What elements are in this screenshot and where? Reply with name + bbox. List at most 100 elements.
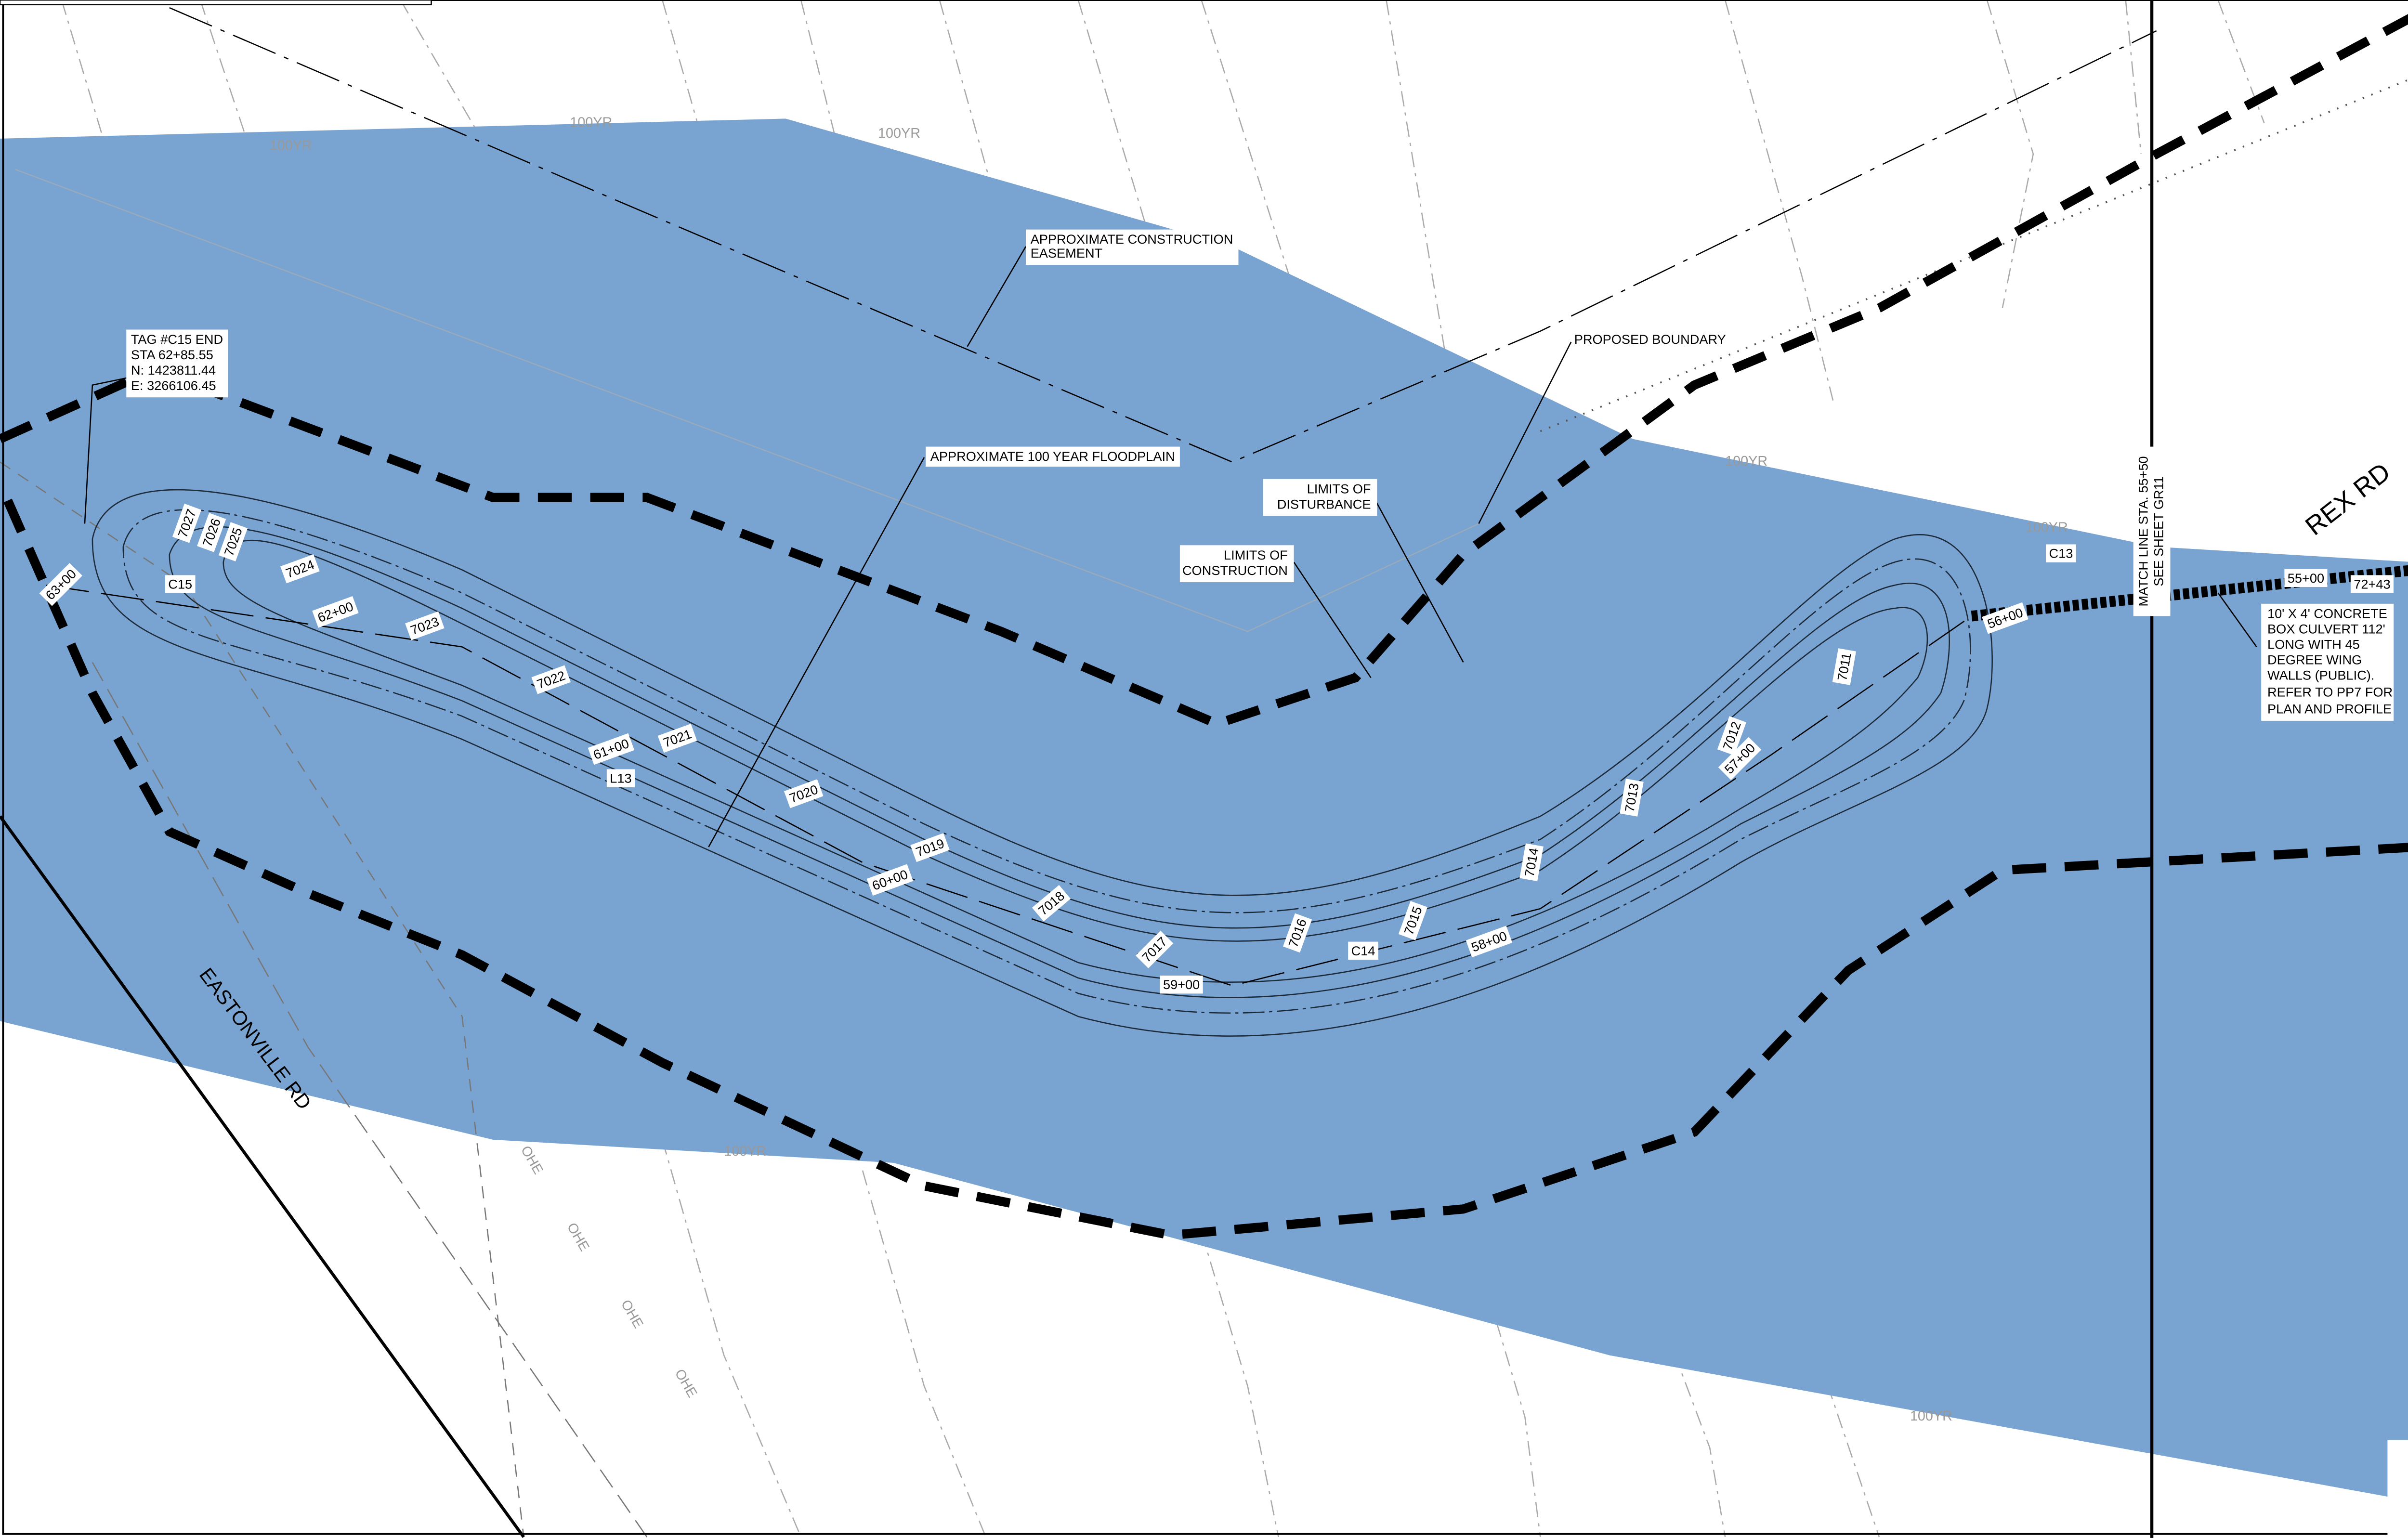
parcel-line	[15, 169, 1479, 632]
label-box	[197, 513, 226, 552]
callout-text: N: 1423811.44	[131, 363, 216, 378]
tag-label: C15	[168, 577, 192, 592]
label-box	[1032, 885, 1071, 922]
tag-label-group: C13	[2046, 544, 2076, 562]
label-box	[312, 596, 359, 628]
label-box	[606, 769, 635, 787]
station-label-group: 59+00	[1160, 975, 1203, 994]
culvert	[1971, 565, 2408, 622]
leaders	[84, 246, 2257, 847]
tag-label: L13	[610, 771, 631, 786]
label-box	[1466, 925, 1513, 958]
callout-text: REFER TO PP7 FOR	[2267, 685, 2393, 700]
corner-block	[2387, 1440, 2408, 1538]
utility-line	[0, 461, 524, 1538]
label-box	[910, 833, 950, 862]
label-box	[126, 329, 228, 398]
label-box	[1718, 737, 1762, 780]
label-box	[1620, 779, 1644, 817]
contour-label-group: 7011	[1832, 648, 1856, 685]
callout-text: STA 62+85.55	[131, 347, 213, 362]
contour-label-group: 7014	[1519, 843, 1544, 882]
tag-label: C14	[1351, 943, 1375, 958]
floodplain-label: 100YR	[570, 115, 612, 130]
callout-limits-disturbance: LIMITS OF DISTURBANCE	[1263, 479, 1377, 516]
label-box	[1519, 843, 1544, 882]
callout-text: WALLS (PUBLIC).	[2267, 667, 2374, 682]
label-box	[172, 503, 202, 543]
station-label-group: 55+00	[2284, 569, 2328, 587]
limits-of-disturbance	[0, 14, 2408, 729]
label-box	[405, 611, 445, 640]
label-box	[657, 724, 697, 753]
callout-match-line: MATCH LINE STA. 55+50 SEE SHEET GR11	[2133, 446, 2171, 616]
callout-text: APPROXIMATE 100 YEAR FLOODPLAIN	[930, 449, 1175, 464]
label-box	[1982, 602, 2028, 634]
callout-proposed-boundary: PROPOSED BOUNDARY	[1574, 332, 1726, 347]
callout-floodplain: APPROXIMATE 100 YEAR FLOODPLAIN	[926, 446, 1180, 467]
limits-of-disturbance	[3, 498, 2408, 1240]
tag-label-group: C14	[1348, 941, 1378, 960]
callout-text: PROPOSED BOUNDARY	[1574, 332, 1726, 347]
label-box	[1026, 229, 1239, 265]
callout-text: APPROXIMATE CONSTRUCTION	[1031, 232, 1233, 247]
callout-text: CONSTRUCTION	[1182, 563, 1288, 578]
label-box	[2261, 603, 2394, 721]
tag-label-group: L13	[606, 769, 635, 787]
callout-text: DISTURBANCE	[1277, 496, 1371, 511]
station-label: 59+00	[1163, 977, 1200, 992]
tag-label: C13	[2049, 546, 2073, 561]
label-box	[1398, 901, 1428, 940]
label-box	[784, 779, 824, 808]
callout-text: EASEMENT	[1031, 246, 1102, 261]
callout-text: PLAN AND PROFILE	[2267, 702, 2392, 717]
floodplain-area	[0, 118, 2408, 1500]
callout-text: DEGREE WING	[2267, 652, 2362, 667]
callout-text: SEE SHEET GR11	[2151, 476, 2166, 587]
contour-label-group: 7013	[1620, 779, 1644, 817]
callout-text: BOX CULVERT 112'	[2267, 621, 2385, 636]
label-box	[588, 733, 635, 765]
callout-text: LONG WITH 45	[2267, 637, 2360, 652]
callout-text: MATCH LINE STA. 55+50	[2135, 456, 2150, 606]
floodplain-label: 100YR	[1725, 454, 1767, 469]
centerline	[46, 585, 1972, 987]
floodplain-label: 100YR	[1910, 1408, 1952, 1424]
station-label-group: 72+43	[2350, 575, 2394, 593]
label-box	[1160, 975, 1203, 994]
callout-text: TAG #C15 END	[131, 332, 223, 347]
label-box	[866, 864, 914, 896]
callout-text: 10' X 4' CONCRETE	[2267, 606, 2387, 621]
floodplain-label: 100YR	[724, 1144, 766, 1159]
easement-line	[169, 7, 2157, 463]
floodplain-label: 100YR	[878, 126, 920, 141]
label-box	[280, 554, 320, 584]
callout-culvert: 10' X 4' CONCRETE BOX CULVERT 112' LONG …	[2261, 603, 2394, 721]
utility-line	[92, 662, 648, 1538]
road-edge	[0, 815, 525, 1538]
label-box	[531, 665, 571, 694]
title-block-edge	[0, 0, 432, 5]
label-box	[1348, 941, 1378, 960]
label-box	[2284, 569, 2328, 587]
floodplain-label: 100YR	[2026, 520, 2068, 535]
tag-label-group: C15	[165, 575, 196, 593]
station-label-group: 61+00	[588, 733, 635, 765]
label-box	[926, 446, 1180, 467]
station-label: 72+43	[2354, 577, 2390, 592]
floodplain-label: 100YR	[270, 138, 312, 154]
callout-limits-construction: LIMITS OF CONSTRUCTION	[1179, 545, 1294, 583]
callout-easement: APPROXIMATE CONSTRUCTION EASEMENT	[1026, 229, 1239, 265]
label-box	[1136, 930, 1174, 968]
label-box	[1263, 479, 1377, 516]
label-box	[218, 522, 248, 561]
callout-tag-c15: TAG #C15 END STA 62+85.55 N: 1423811.44 …	[126, 329, 228, 398]
label-box	[165, 575, 196, 593]
label-box	[1179, 545, 1294, 583]
label-box	[1832, 648, 1856, 685]
label-box	[2046, 544, 2076, 562]
label-box	[1717, 716, 1747, 756]
label-box	[2350, 575, 2394, 593]
